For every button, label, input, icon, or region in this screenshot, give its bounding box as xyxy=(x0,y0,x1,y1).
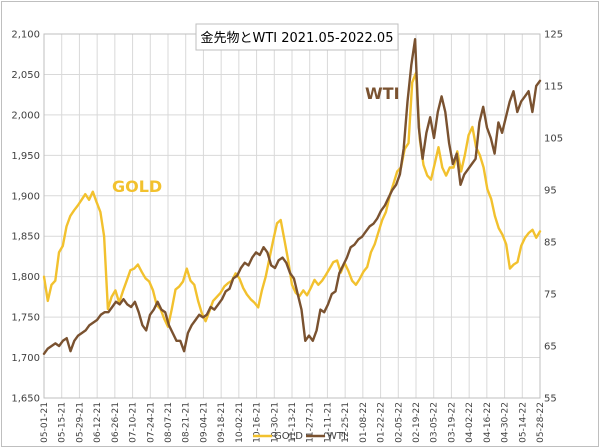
y-right-tick-label: 95 xyxy=(544,186,557,197)
x-tick-label: 12-25-21 xyxy=(341,402,351,443)
x-tick-label: 03-05-22 xyxy=(430,402,440,443)
x-tick-label: 03-19-22 xyxy=(447,402,457,443)
x-tick-label: 05-28-22 xyxy=(536,402,546,443)
x-tick-label: 05-15-21 xyxy=(58,402,68,443)
y-left-tick-label: 1,950 xyxy=(11,151,40,162)
y-right-tick-label: 125 xyxy=(544,30,563,41)
chart-title-box: 金先物とWTI 2021.05-2022.05 xyxy=(195,23,399,51)
y-right-tick-label: 75 xyxy=(544,290,557,301)
y-right-tick-label: 65 xyxy=(544,342,557,353)
series-line-gold xyxy=(42,71,542,328)
x-tick-label: 10-30-21 xyxy=(270,402,280,443)
y-right-tick-labels: 55 65 75 85 95 105 115 125 xyxy=(544,30,563,405)
x-tick-label: 04-02-22 xyxy=(465,402,475,443)
x-tick-label: 07-24-21 xyxy=(146,402,156,443)
y-left-tick-label: 1,900 xyxy=(11,191,40,202)
x-tick-label: 05-14-22 xyxy=(518,402,528,443)
y-left-tick-label: 2,100 xyxy=(11,30,40,41)
x-tick-label: 06-26-21 xyxy=(111,402,121,443)
x-tick-label: 02-19-22 xyxy=(412,402,422,443)
y-left-tick-label: 1,850 xyxy=(11,232,40,243)
y-left-tick-label: 1,800 xyxy=(11,272,40,283)
series-label-gold: GOLD xyxy=(112,177,162,196)
x-tick-label: 10-02-21 xyxy=(235,402,245,443)
y-left-tick-label: 2,050 xyxy=(11,70,40,81)
legend-label-wti: WTI xyxy=(327,431,346,442)
y-right-tick-label: 85 xyxy=(544,238,557,249)
grid xyxy=(43,33,541,399)
y-left-tick-label: 2,000 xyxy=(11,110,40,121)
y-left-tick-labels: 1,650 1,700 1,750 1,800 1,850 1,900 1,950 2,000… xyxy=(11,30,40,405)
x-tick-label: 01-22-22 xyxy=(377,402,387,443)
x-tick-label: 04-30-22 xyxy=(501,402,511,443)
x-tick-label: 09-04-21 xyxy=(199,402,209,443)
x-tick-label: 09-18-21 xyxy=(217,402,227,443)
y-left-tick-label: 1,700 xyxy=(11,353,40,364)
x-tick-label: 04-16-22 xyxy=(483,402,493,443)
series-line-wti xyxy=(42,38,542,355)
legend-label-gold: GOLD xyxy=(274,431,303,442)
series-label-wti: WTI xyxy=(365,84,400,103)
chart-title: 金先物とWTI 2021.05-2022.05 xyxy=(201,30,394,46)
x-tick-label: 07-10-21 xyxy=(129,402,139,443)
chart-title-border xyxy=(195,23,399,51)
x-tick-label: 10-16-21 xyxy=(253,402,263,443)
x-tick-label: 08-21-21 xyxy=(182,402,192,443)
y-right-tick-label: 115 xyxy=(544,82,563,93)
x-tick-label: 05-29-21 xyxy=(75,402,85,443)
x-tick-label: 11-27-21 xyxy=(306,402,316,443)
legend: GOLD WTI xyxy=(253,431,346,442)
x-tick-label: 12-11-21 xyxy=(323,402,333,443)
x-tick-label: 11-13-21 xyxy=(288,402,298,443)
y-left-tick-label: 1,750 xyxy=(11,313,40,324)
x-tick-label: 05-01-21 xyxy=(40,402,50,443)
x-tick-label: 02-05-22 xyxy=(394,402,404,443)
series-lines xyxy=(42,38,542,355)
x-tick-label: 01-08-22 xyxy=(359,402,369,443)
y-right-tick-label: 105 xyxy=(544,134,563,145)
y-left-tick-label: 1,650 xyxy=(11,394,40,405)
y-right-tick-label: 55 xyxy=(544,394,557,405)
x-tick-label: 08-07-21 xyxy=(164,402,174,443)
x-tick-label: 06-12-21 xyxy=(93,402,103,443)
x-tick-labels: 05-01-21 05-15-21 05-29-21 06-12-21 06-26-21… xyxy=(40,402,546,443)
